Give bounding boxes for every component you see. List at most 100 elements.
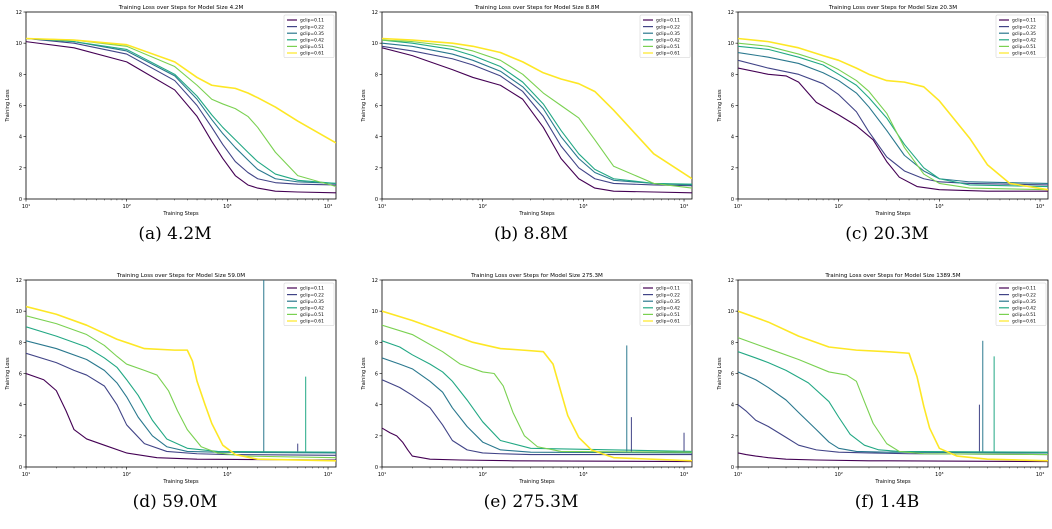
x-axis-label: Training Steps <box>162 211 199 217</box>
legend-label: gclip=0.42 <box>1012 38 1036 44</box>
y-tick-label: 4 <box>19 403 22 409</box>
y-tick-label: 2 <box>731 166 734 172</box>
series-line <box>26 326 336 453</box>
x-tick-label: 10¹ <box>378 204 386 210</box>
legend-label: gclip=0.51 <box>1012 312 1036 318</box>
legend-label: gclip=0.11 <box>1012 286 1036 292</box>
series-line <box>26 315 336 459</box>
x-tick-label: 10² <box>122 472 130 478</box>
chart-title: Training Loss over Steps for Model Size … <box>474 5 600 11</box>
legend-label: gclip=0.22 <box>300 24 324 30</box>
series-line <box>738 337 1048 456</box>
x-axis-label: Training Steps <box>518 479 555 485</box>
loss-chart: Training Loss over Steps for Model Size … <box>5 5 337 217</box>
y-tick-label: 0 <box>19 465 22 471</box>
x-axis-label: Training Steps <box>162 479 199 485</box>
chart-title: Training Loss over Steps for Model Size … <box>470 273 603 279</box>
series-group <box>382 310 692 463</box>
chart-title: Training Loss over Steps for Model Size … <box>118 5 244 11</box>
legend-label: gclip=0.22 <box>656 24 680 30</box>
y-axis-label: Training Loss <box>361 357 367 391</box>
chart-title: Training Loss over Steps for Model Size … <box>828 5 957 11</box>
series-line <box>382 45 692 187</box>
series-line <box>382 310 692 462</box>
x-tick-label: 10¹ <box>22 204 30 210</box>
legend-label: gclip=0.61 <box>1012 319 1036 325</box>
y-tick-label: 2 <box>731 434 734 440</box>
series-group <box>738 310 1048 463</box>
series-line <box>382 42 692 186</box>
x-tick-label: 10⁴ <box>1036 204 1044 210</box>
legend-label: gclip=0.22 <box>1012 292 1036 298</box>
series-line <box>738 404 1048 456</box>
loss-chart: Training Loss over Steps for Model Size … <box>5 273 337 485</box>
y-tick-label: 8 <box>375 340 378 346</box>
x-tick-label: 10² <box>478 472 486 478</box>
x-axis-label: Training Steps <box>874 479 911 485</box>
y-tick-label: 4 <box>731 403 734 409</box>
legend-label: gclip=0.35 <box>1012 31 1036 37</box>
x-tick-label: 10¹ <box>378 472 386 478</box>
y-tick-label: 0 <box>375 197 378 203</box>
subfigure-caption: (b) 8.8M <box>494 224 568 244</box>
series-line <box>26 37 336 188</box>
loss-chart: Training Loss over Steps for Model Size … <box>361 5 693 217</box>
series-line <box>382 379 692 456</box>
subfigure-caption: (d) 59.0M <box>132 492 218 512</box>
series-line <box>738 452 1048 463</box>
legend-label: gclip=0.22 <box>300 292 324 298</box>
chart-panel: Training Loss over Steps for Model Size … <box>356 0 706 261</box>
y-tick-label: 6 <box>19 104 22 110</box>
series-group <box>26 280 336 462</box>
series-line <box>382 427 692 463</box>
x-tick-label: 10⁴ <box>1036 472 1044 478</box>
y-tick-label: 10 <box>372 309 378 315</box>
x-tick-label: 10³ <box>935 472 943 478</box>
x-tick-label: 10² <box>834 472 842 478</box>
legend-label: gclip=0.35 <box>300 299 324 305</box>
chart-title: Training Loss over Steps for Model Size … <box>116 273 245 279</box>
x-axis-label: Training Steps <box>874 211 911 217</box>
legend-label: gclip=0.22 <box>1012 24 1036 30</box>
x-tick-label: 10³ <box>935 204 943 210</box>
legend-label: gclip=0.42 <box>1012 306 1036 312</box>
legend-label: gclip=0.51 <box>656 312 680 318</box>
subfigure-caption: (e) 275.3M <box>483 492 579 512</box>
chart-title: Training Loss over Steps for Model Size … <box>824 273 960 279</box>
series-line <box>738 67 1048 192</box>
x-tick-label: 10⁴ <box>324 204 332 210</box>
y-tick-label: 6 <box>731 104 734 110</box>
legend-label: gclip=0.61 <box>656 319 680 325</box>
loss-chart: Training Loss over Steps for Model Size … <box>717 273 1049 485</box>
x-tick-label: 10¹ <box>734 472 742 478</box>
legend-label: gclip=0.42 <box>300 38 324 44</box>
x-tick-label: 10³ <box>223 472 231 478</box>
y-tick-label: 12 <box>728 10 734 16</box>
y-tick-label: 8 <box>731 72 734 78</box>
x-tick-label: 10³ <box>579 472 587 478</box>
y-tick-label: 2 <box>375 434 378 440</box>
series-line <box>26 37 336 184</box>
legend-label: gclip=0.11 <box>656 18 680 24</box>
y-tick-label: 8 <box>731 340 734 346</box>
y-tick-label: 12 <box>372 10 378 16</box>
legend-label: gclip=0.61 <box>300 319 324 325</box>
y-tick-label: 6 <box>375 104 378 110</box>
legend-label: gclip=0.35 <box>300 31 324 37</box>
x-tick-label: 10² <box>478 204 486 210</box>
subfigure-caption: (c) 20.3M <box>845 224 929 244</box>
legend-label: gclip=0.61 <box>656 51 680 57</box>
y-tick-label: 12 <box>372 278 378 284</box>
x-axis-label: Training Steps <box>518 211 555 217</box>
legend-label: gclip=0.11 <box>300 286 324 292</box>
y-axis-label: Training Loss <box>717 89 723 123</box>
y-tick-label: 2 <box>375 166 378 172</box>
x-tick-label: 10² <box>834 204 842 210</box>
series-line <box>738 351 1048 453</box>
legend-label: gclip=0.11 <box>1012 18 1036 24</box>
legend-label: gclip=0.35 <box>656 31 680 37</box>
y-tick-label: 8 <box>375 72 378 78</box>
legend-label: gclip=0.61 <box>300 51 324 57</box>
series-group <box>26 37 336 194</box>
legend-label: gclip=0.35 <box>656 299 680 305</box>
